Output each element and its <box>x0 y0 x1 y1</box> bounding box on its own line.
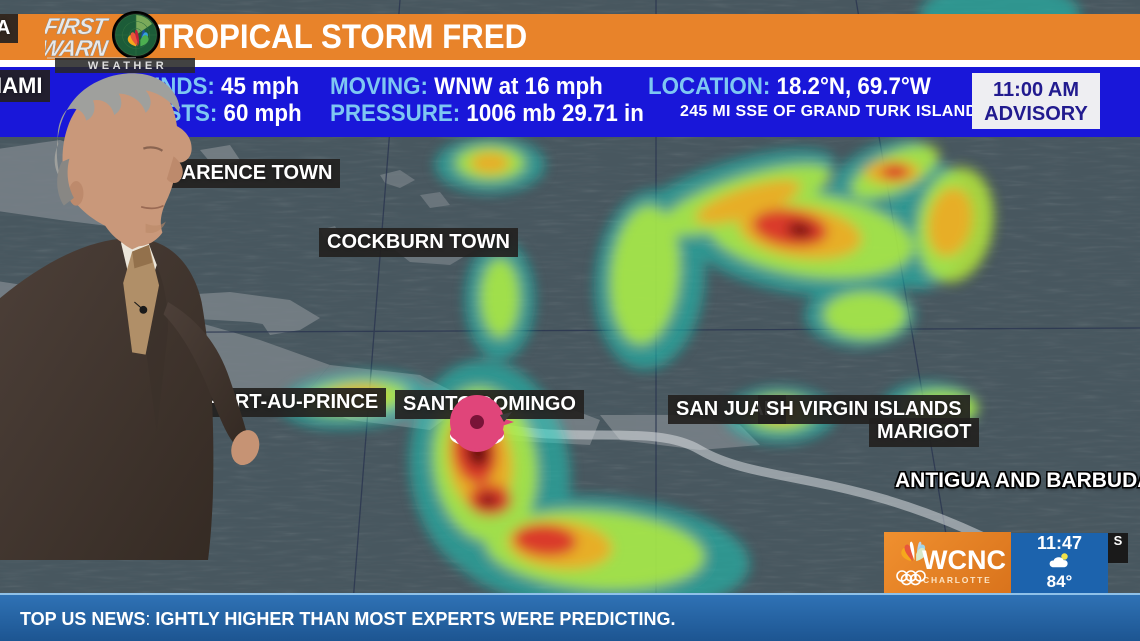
svg-text:CHARLOTTE: CHARLOTTE <box>923 575 992 585</box>
svg-text:WCNC: WCNC <box>922 545 1006 575</box>
